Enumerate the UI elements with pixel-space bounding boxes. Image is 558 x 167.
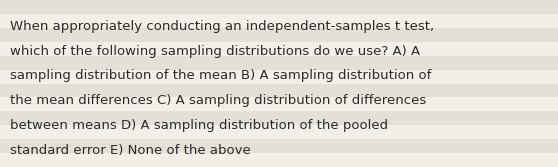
Bar bbox=[0, 111, 558, 125]
Bar bbox=[0, 139, 558, 153]
Bar bbox=[0, 56, 558, 70]
Bar bbox=[0, 42, 558, 56]
Bar bbox=[0, 125, 558, 139]
Text: which of the following sampling distributions do we use? A) A: which of the following sampling distribu… bbox=[10, 45, 420, 58]
Bar bbox=[0, 70, 558, 84]
Bar bbox=[0, 28, 558, 42]
Bar bbox=[0, 97, 558, 111]
Bar bbox=[0, 0, 558, 14]
Bar bbox=[0, 153, 558, 167]
Text: When appropriately conducting an independent-samples t test,: When appropriately conducting an indepen… bbox=[10, 20, 434, 33]
Text: sampling distribution of the mean B) A sampling distribution of: sampling distribution of the mean B) A s… bbox=[10, 69, 431, 82]
Bar bbox=[0, 84, 558, 97]
Text: between means D) A sampling distribution of the pooled: between means D) A sampling distribution… bbox=[10, 119, 388, 132]
Text: standard error E) None of the above: standard error E) None of the above bbox=[10, 144, 251, 157]
Text: the mean differences C) A sampling distribution of differences: the mean differences C) A sampling distr… bbox=[10, 94, 426, 107]
Bar bbox=[0, 14, 558, 28]
